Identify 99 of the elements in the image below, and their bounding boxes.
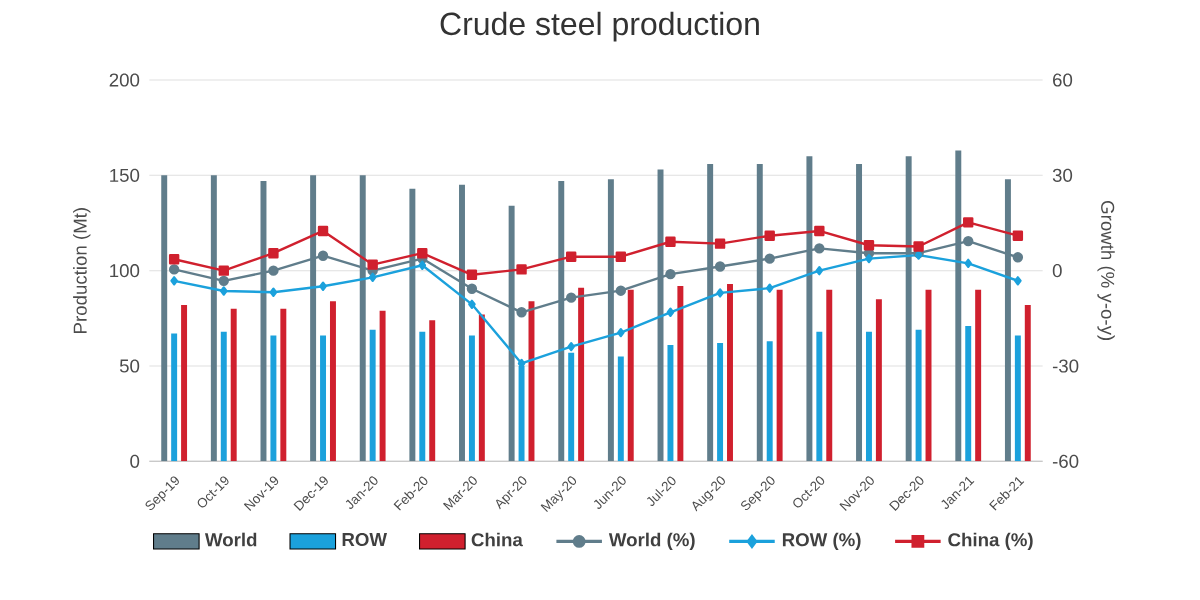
y2-tick-label: 60 — [1053, 73, 1073, 87]
bar — [369, 329, 376, 462]
point — [466, 283, 478, 294]
y2-tick-label: -60 — [1052, 454, 1079, 468]
legend-label: World — [204, 532, 257, 547]
point — [913, 241, 924, 252]
bar — [578, 287, 585, 462]
point — [865, 253, 873, 264]
bar — [1014, 335, 1021, 462]
point — [516, 264, 527, 275]
bar — [320, 335, 327, 462]
bar — [865, 331, 872, 462]
point — [615, 285, 627, 296]
point — [1012, 230, 1024, 241]
bar — [1024, 304, 1031, 462]
bar — [220, 331, 227, 462]
point — [863, 240, 875, 251]
legend-label: China (%) — [948, 532, 1033, 551]
bar — [230, 308, 237, 462]
bar — [915, 329, 922, 462]
point — [714, 261, 726, 272]
bar — [429, 320, 436, 462]
bar — [181, 304, 188, 462]
point — [168, 254, 180, 265]
point — [218, 275, 229, 287]
point — [665, 268, 676, 280]
y-tick-label: 0 — [130, 454, 140, 468]
point — [268, 265, 279, 276]
point — [665, 236, 676, 247]
bar — [975, 289, 982, 462]
point — [170, 276, 178, 286]
point — [269, 287, 278, 297]
y-tick-label: 50 — [119, 359, 140, 373]
bar — [677, 285, 684, 462]
point — [963, 235, 974, 247]
point — [964, 258, 973, 269]
chart-title: Crude steel production — [440, 11, 759, 42]
point — [814, 243, 825, 254]
y-tick-label: 200 — [109, 73, 140, 87]
y2-tick-label: -30 — [1052, 359, 1079, 373]
bar — [379, 310, 386, 462]
legend-label: China — [471, 532, 523, 547]
point — [319, 281, 327, 291]
bar — [766, 341, 773, 462]
point — [1014, 276, 1022, 286]
bar — [826, 289, 833, 462]
point — [714, 238, 726, 249]
bar — [419, 331, 426, 462]
point — [466, 269, 478, 280]
point — [617, 327, 625, 338]
legend-label: ROW (%) — [782, 532, 861, 551]
legend-label: ROW — [342, 532, 388, 547]
point — [417, 247, 428, 259]
point — [516, 307, 527, 318]
point — [764, 253, 775, 264]
point — [963, 217, 974, 228]
y-tick-label: 150 — [110, 168, 140, 182]
point — [765, 283, 774, 293]
point — [218, 265, 229, 276]
bar — [776, 289, 783, 462]
y-axis-title: Production (Mt) — [73, 208, 91, 333]
point — [565, 251, 577, 262]
point — [716, 288, 724, 298]
bar — [468, 335, 475, 462]
point — [814, 225, 825, 237]
bar — [667, 345, 674, 462]
bar — [727, 284, 733, 462]
point — [418, 260, 427, 270]
point — [367, 259, 378, 270]
bar — [875, 299, 882, 462]
point — [1012, 252, 1024, 263]
bar — [627, 289, 634, 462]
point — [567, 341, 575, 352]
point — [815, 266, 824, 276]
point — [317, 250, 329, 261]
y-tick-label: 100 — [110, 264, 140, 278]
bar — [171, 333, 178, 462]
point — [268, 247, 279, 259]
y2-tick-label: 0 — [1052, 264, 1062, 278]
bar — [965, 325, 972, 462]
bar — [280, 308, 287, 462]
point — [565, 292, 577, 303]
point — [219, 286, 228, 296]
point — [666, 307, 675, 317]
point — [764, 230, 775, 241]
point — [368, 272, 377, 282]
bar — [329, 301, 336, 462]
y2-axis-title: Growth (% y-o-y) — [1097, 201, 1115, 340]
legend-label: World (%) — [608, 532, 695, 551]
bar — [478, 314, 485, 462]
point — [615, 251, 627, 262]
bar — [816, 331, 823, 462]
point — [317, 225, 329, 237]
point — [168, 264, 180, 275]
point — [468, 299, 476, 310]
y2-tick-label: 30 — [1052, 168, 1073, 182]
bar — [717, 343, 724, 462]
bar — [270, 335, 277, 462]
bar — [617, 356, 624, 462]
